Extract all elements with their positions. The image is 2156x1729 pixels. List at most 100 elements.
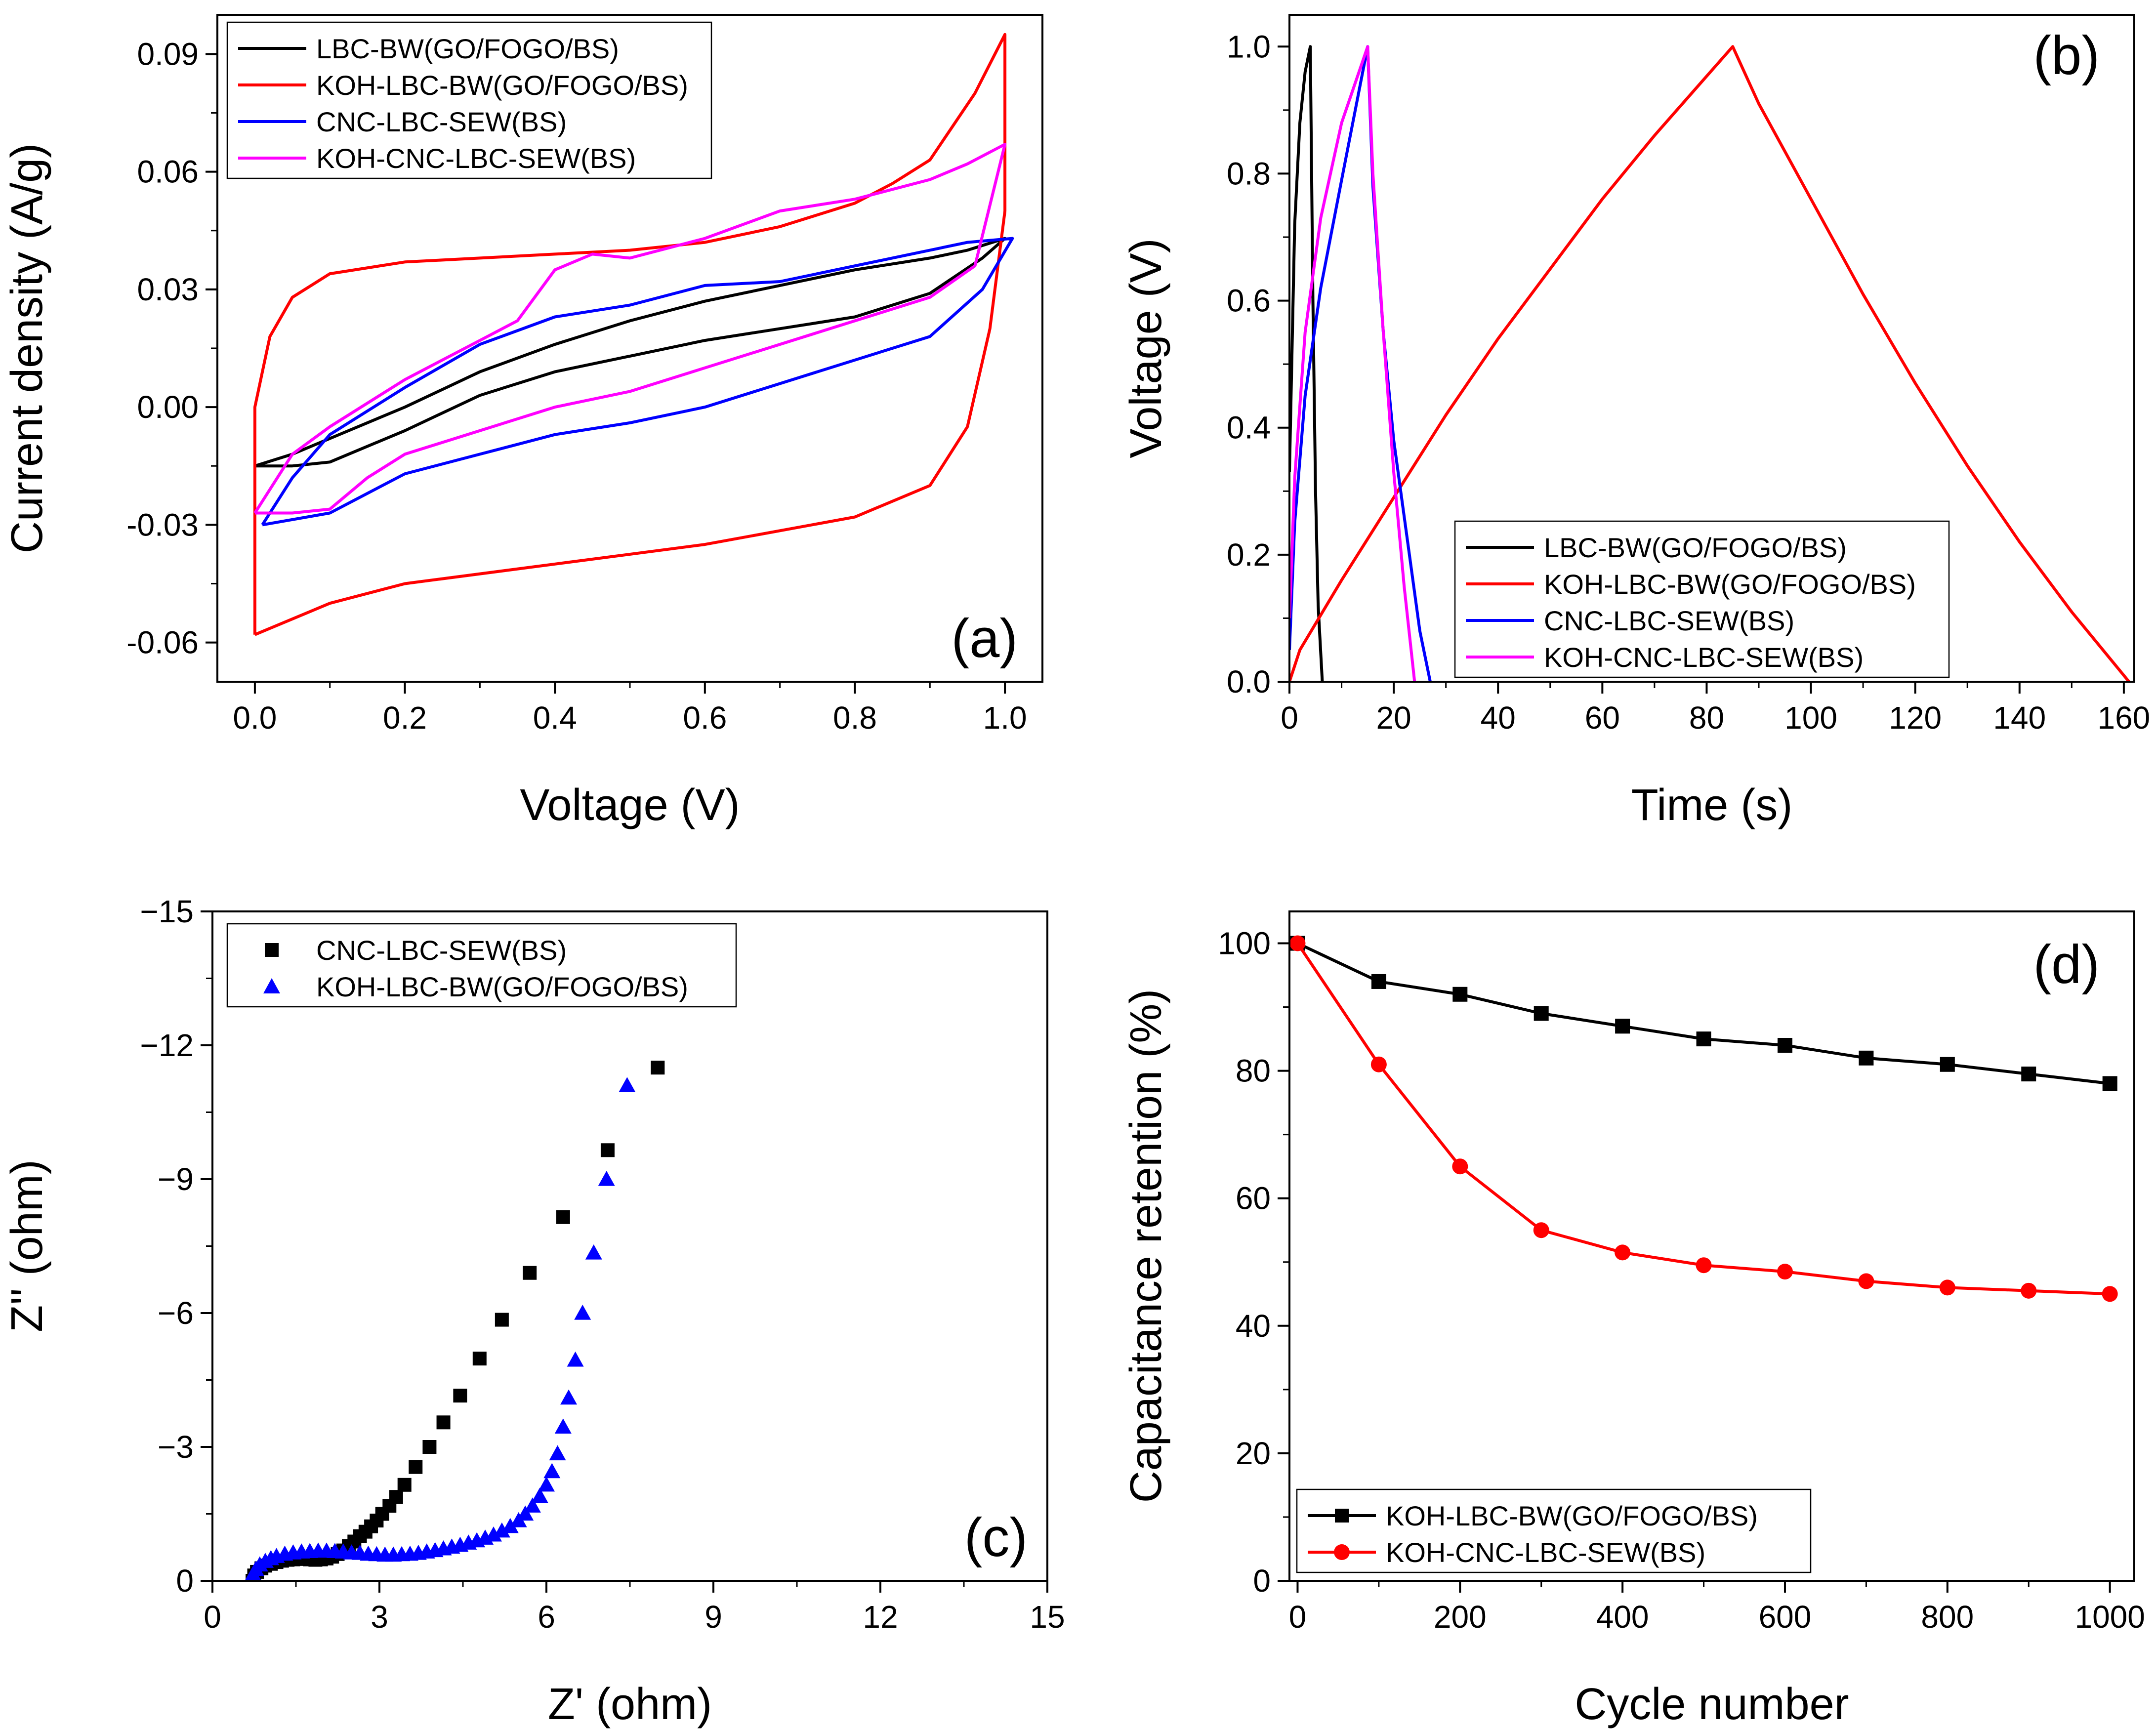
data-point: [1534, 1006, 1549, 1021]
y-axis-title: Voltage (V): [1121, 238, 1171, 458]
legend: LBC-BW(GO/FOGO/BS) KOH-LBC-BW(GO/FOGO/BS)…: [226, 21, 712, 179]
x-axis-title: Time (s): [1631, 781, 1793, 830]
y-tick-label: 0.4: [1227, 410, 1271, 446]
data-point: [1858, 1273, 1874, 1289]
x-tick-label: 6: [538, 1599, 555, 1635]
data-point: [574, 1305, 591, 1320]
legend-label: CNC-LBC-SEW(BS): [316, 106, 567, 137]
y-tick-label: −6: [158, 1295, 194, 1331]
data-point: [397, 1478, 412, 1492]
legend: CNC-LBC-SEW(BS) KOH-LBC-BW(GO/FOGO/BS): [226, 923, 737, 1008]
y-tick-label: 40: [1236, 1308, 1271, 1344]
legend-entry: KOH-LBC-BW(GO/FOGO/BS): [1308, 1500, 1758, 1531]
y-tick-label: 0: [176, 1563, 194, 1599]
data-point: [549, 1445, 566, 1461]
x-tick-label: 600: [1759, 1599, 1812, 1635]
x-tick-label: 0: [1281, 700, 1298, 736]
panel-a-label: (a): [952, 608, 1018, 669]
data-point: [422, 1440, 437, 1454]
data-point: [1696, 1257, 1712, 1274]
series-line: [261, 237, 1014, 527]
legend-label: KOH-LBC-BW(GO/FOGO/BS): [316, 70, 688, 101]
legend-marker: [265, 943, 279, 957]
legend-label: KOH-LBC-BW(GO/FOGO/BS): [1544, 569, 1916, 600]
legend-entry: LBC-BW(GO/FOGO/BS): [1466, 532, 1847, 563]
legend-box: [226, 21, 712, 179]
data-point: [556, 1210, 570, 1224]
x-tick-label: 0.2: [383, 700, 427, 736]
x-tick-label: 0.4: [533, 700, 577, 736]
y-tick-label: 100: [1218, 926, 1271, 961]
series-line: [253, 143, 1007, 515]
legend-marker: [1334, 1544, 1350, 1560]
x-tick-label: 20: [1376, 700, 1411, 736]
x-tick-label: 3: [371, 1599, 388, 1635]
x-tick-label: 1000: [2074, 1599, 2145, 1635]
data-point: [2102, 1076, 2117, 1091]
y-tick-label: 60: [1236, 1181, 1271, 1216]
data-point: [531, 1487, 548, 1503]
panel-d: (d) 0 200 400 600 800 1000 0 20 40 60 80 100 Cycle n…: [1121, 910, 2145, 1729]
data-point: [1615, 1244, 1631, 1261]
x-tick-label: 9: [705, 1599, 722, 1635]
x-tick-label: 140: [1993, 700, 2046, 736]
data-point: [1452, 1158, 1468, 1175]
data-point: [501, 1518, 519, 1533]
data-point: [1371, 974, 1386, 989]
legend-label: KOH-CNC-LBC-SEW(BS): [316, 143, 636, 174]
data-point: [523, 1266, 537, 1280]
series-group: [253, 33, 1014, 636]
y-tick-label: −9: [158, 1161, 194, 1197]
plot-frame: [1288, 910, 2135, 1582]
legend-box: [1296, 1488, 1812, 1573]
data-point: [651, 1061, 665, 1075]
x-tick-label: 60: [1585, 700, 1620, 736]
data-point: [1370, 1056, 1387, 1072]
data-point: [495, 1313, 509, 1327]
data-point: [436, 1415, 451, 1430]
y-tick-label: -0.06: [126, 625, 199, 660]
x-axis-title: Voltage (V): [520, 781, 740, 830]
data-point: [598, 1171, 615, 1186]
series-group: [245, 1061, 665, 1581]
data-point: [2102, 1286, 2118, 1302]
series-line: [1289, 45, 2130, 682]
data-point: [560, 1389, 578, 1405]
data-point: [2021, 1282, 2037, 1299]
y-axis-title: Capacitance retention (%): [1121, 989, 1171, 1503]
legend-marker: [1335, 1509, 1349, 1523]
series-group: [1289, 935, 2118, 1302]
y-tick-label: 0.2: [1227, 537, 1271, 573]
x-tick-label: 400: [1596, 1599, 1649, 1635]
y-axis-title: Current density (A/g): [2, 143, 52, 553]
legend-entry: KOH-LBC-BW(GO/FOGO/BS): [1466, 569, 1916, 600]
series-line: [254, 237, 1007, 468]
legend-entry: KOH-LBC-BW(GO/FOGO/BS): [263, 971, 688, 1002]
series-line: [253, 33, 1007, 636]
data-point: [1533, 1222, 1549, 1238]
x-tick-label: 40: [1481, 700, 1516, 736]
legend-entry: KOH-CNC-LBC-SEW(BS): [1466, 642, 1864, 673]
y-tick-label: −15: [140, 894, 194, 929]
x-tick-label: 200: [1434, 1599, 1487, 1635]
x-tick-label: 0: [1289, 1599, 1307, 1635]
x-tick-label: 160: [2097, 700, 2150, 736]
panel-b-label: (b): [2033, 25, 2100, 86]
legend-entry: LBC-BW(GO/FOGO/BS): [238, 33, 619, 64]
x-tick-label: 0.0: [233, 700, 277, 736]
legend-label: KOH-CNC-LBC-SEW(BS): [1386, 1537, 1705, 1568]
series-line: [1297, 942, 2111, 1085]
y-tick-label: 0.0: [1227, 664, 1271, 700]
data-point: [453, 1389, 467, 1403]
y-tick-label: 0.09: [137, 36, 199, 72]
x-tick-label: 12: [863, 1599, 898, 1635]
legend: LBC-BW(GO/FOGO/BS) KOH-LBC-BW(GO/FOGO/BS)…: [1454, 520, 1950, 678]
legend-entry: CNC-LBC-SEW(BS): [238, 106, 567, 137]
data-point: [472, 1352, 487, 1366]
panel-b: (b) 0 20 40 60 80 100 120 140 160 0.0 0.2 0.4 0.6 0.8…: [1121, 14, 2150, 830]
x-tick-label: 80: [1689, 700, 1724, 736]
legend-entry: KOH-LBC-BW(GO/FOGO/BS): [238, 70, 688, 101]
y-tick-label: 20: [1236, 1436, 1271, 1471]
data-point: [543, 1463, 561, 1479]
